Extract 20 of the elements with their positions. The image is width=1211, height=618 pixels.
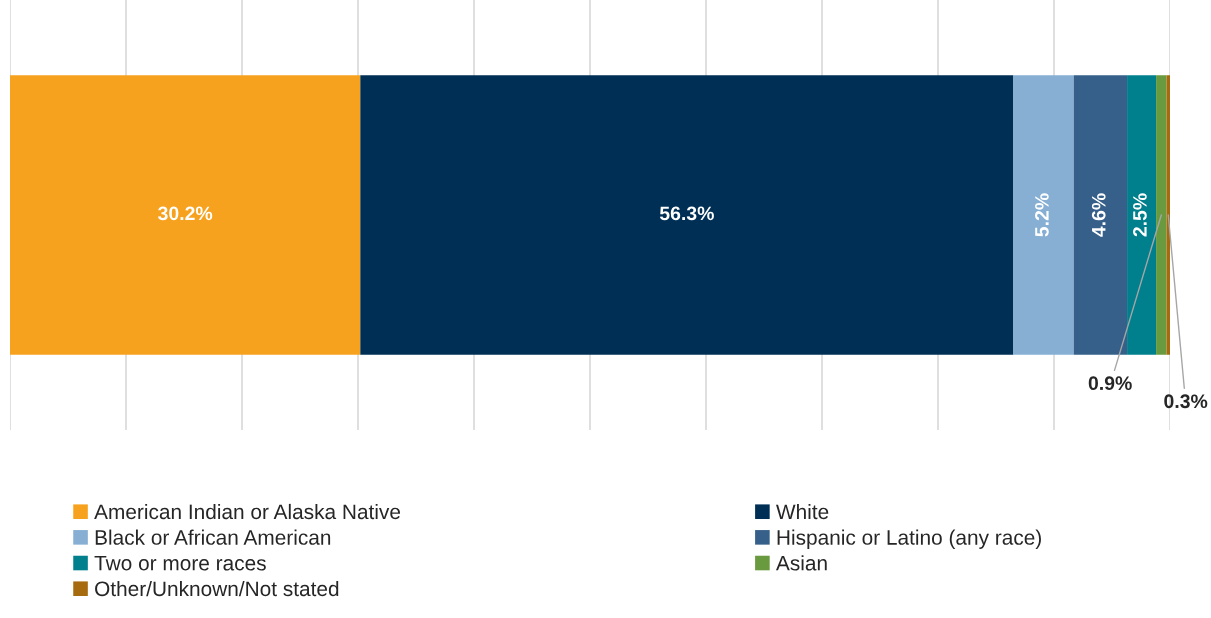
legend-label: Hispanic or Latino (any race) <box>777 529 1041 549</box>
bar <box>1073 75 1128 355</box>
data-label: 2.5% <box>1133 193 1147 237</box>
legend-label: White <box>776 503 829 520</box>
data-label: 30.2% <box>158 206 213 221</box>
bar <box>360 75 1014 355</box>
legend-label: American Indian or Alaska Native <box>94 503 401 520</box>
bar <box>10 75 361 355</box>
bar <box>1156 75 1167 355</box>
legend-label: Asian <box>775 555 827 571</box>
data-label: 0.3% <box>1164 394 1208 409</box>
data-label: 4.6% <box>1091 193 1106 237</box>
data-label: 0.9% <box>1088 376 1132 391</box>
bar <box>1127 75 1157 355</box>
legend-label: Two or more races <box>94 555 266 571</box>
bar <box>1013 75 1074 355</box>
legend-label: Black or African American <box>95 529 331 545</box>
data-label: 5.2% <box>1035 193 1049 237</box>
data-label: 56.3% <box>659 206 714 221</box>
legend-label: Other/Unknown/Not stated <box>95 580 339 597</box>
